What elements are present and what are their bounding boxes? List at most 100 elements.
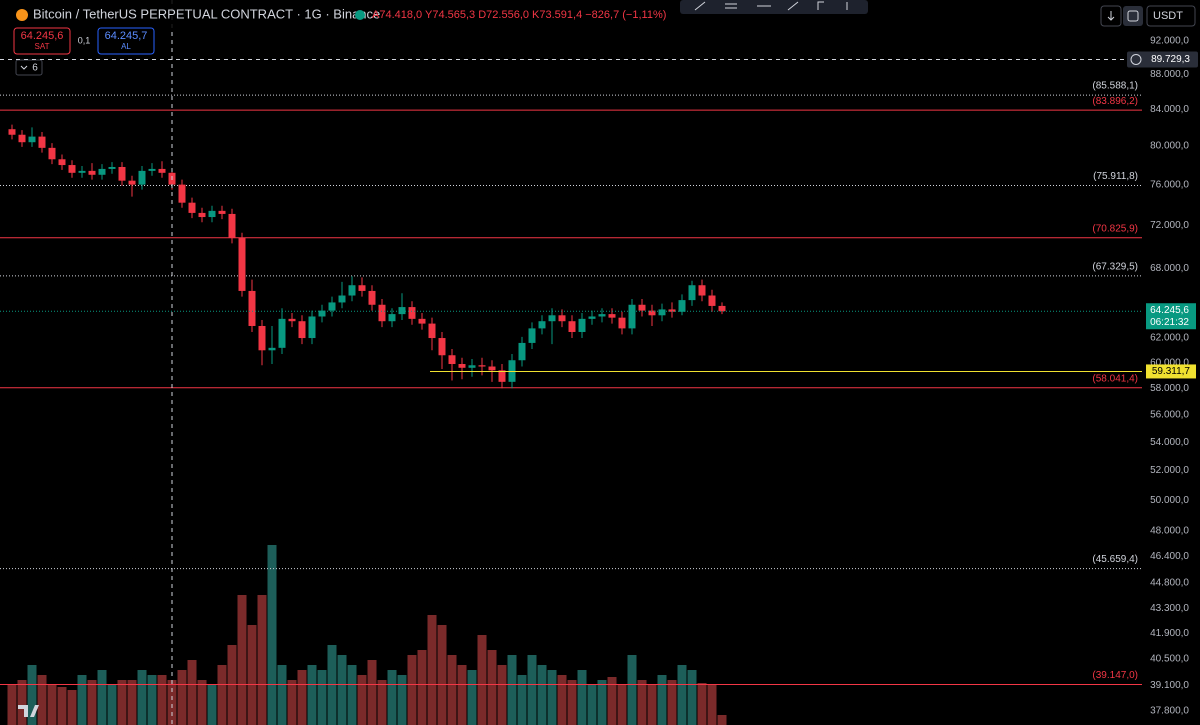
candle-body — [718, 305, 726, 312]
volume-bar — [407, 655, 417, 725]
volume-bar — [427, 615, 437, 725]
candle-body — [378, 304, 386, 322]
candle-body — [278, 318, 286, 348]
sell-button[interactable] — [13, 27, 71, 55]
volume-bar — [317, 670, 327, 725]
candle-body — [338, 295, 346, 303]
currency[interactable]: USDT — [1153, 10, 1183, 22]
y-tick-label: 46.400,0 — [1150, 551, 1189, 562]
candle-body — [448, 355, 456, 365]
volume-bar — [57, 687, 67, 725]
candle-body — [138, 170, 146, 185]
candle-body — [388, 314, 396, 322]
toolbar-icons — [694, 1, 848, 11]
volume-bar — [137, 670, 147, 725]
symbol-title: Bitcoin / TetherUS PERPETUAL CONTRACT · … — [33, 6, 380, 21]
volume-bar — [587, 685, 597, 725]
candle-body — [528, 328, 536, 343]
volume-bar — [717, 715, 727, 725]
candle-body — [488, 366, 496, 371]
indicators-toggle[interactable] — [15, 59, 43, 76]
candle-body — [298, 321, 306, 339]
candle-body — [78, 170, 86, 173]
candle-body — [148, 168, 156, 171]
candle-body — [708, 295, 716, 306]
volume-bar — [687, 670, 697, 725]
volume-bar — [477, 635, 487, 725]
candle-body — [48, 147, 56, 160]
level-label: (39.147,0) — [1092, 670, 1138, 681]
candle-body — [198, 212, 206, 218]
indicators-count[interactable]: 6 — [32, 63, 38, 74]
y-tick-label: 43.300,0 — [1150, 603, 1189, 614]
y-tick-label: 50.000,0 — [1150, 495, 1189, 506]
volume-bar — [147, 675, 157, 725]
volume-bar — [617, 685, 627, 725]
candle-body — [458, 364, 466, 368]
candle-body — [128, 180, 136, 185]
candle-body — [238, 238, 246, 291]
y-tick-label: 44.800,0 — [1150, 578, 1189, 589]
volume-bar — [47, 685, 57, 725]
candle-body — [258, 325, 266, 351]
y-tick-label: 39.100,0 — [1150, 680, 1189, 691]
y-tick-label: 41.900,0 — [1150, 628, 1189, 639]
sell-price[interactable]: 64.245,6 — [21, 30, 64, 42]
candle-body — [218, 210, 226, 214]
volume-bar — [367, 660, 377, 725]
volume-bar — [437, 625, 447, 725]
candle-body — [468, 365, 476, 368]
volume-bar — [107, 685, 117, 725]
volume-bar — [257, 595, 267, 725]
candle-body — [698, 285, 706, 296]
support-label-bg — [1146, 364, 1196, 379]
y-tick-label: 76.000,0 — [1150, 179, 1189, 190]
y-tick-label: 88.000,0 — [1150, 69, 1189, 80]
candle-body — [498, 370, 506, 382]
y-tick-label: 60.000,0 — [1150, 357, 1189, 368]
candle-body — [228, 213, 236, 239]
candle-body — [648, 310, 656, 316]
volume-bar — [467, 670, 477, 725]
status-dot — [355, 10, 365, 20]
y-tick-label: 68.000,0 — [1150, 263, 1189, 274]
buy-label[interactable]: AL — [121, 42, 131, 51]
volume-bar — [567, 680, 577, 725]
screenshot-button[interactable] — [1123, 6, 1143, 26]
y-tick-label: 58.000,0 — [1150, 383, 1189, 394]
volume-bar — [607, 677, 617, 725]
buy-button[interactable] — [97, 27, 155, 55]
volume-bar — [7, 685, 17, 725]
volume-bar — [657, 675, 667, 725]
currency-button[interactable] — [1146, 5, 1196, 27]
candle-body — [158, 168, 166, 173]
volume-bar — [87, 680, 97, 725]
candle-body — [348, 285, 356, 296]
drawing-toolbar — [680, 0, 868, 14]
candle-body — [688, 285, 696, 301]
volume-bar — [677, 665, 687, 725]
y-tick-label: 52.000,0 — [1150, 465, 1189, 476]
level-label: (67.329,5) — [1092, 262, 1138, 273]
volume-bar — [627, 655, 637, 725]
volume-bar — [637, 680, 647, 725]
volume-bar — [667, 680, 677, 725]
candle-body — [428, 323, 436, 339]
crosshair-plus — [1130, 53, 1142, 65]
volume-bar — [347, 665, 357, 725]
level-label: (70.825,9) — [1092, 223, 1138, 234]
candle-body — [268, 347, 276, 351]
arrow-icon — [1107, 11, 1115, 21]
level-label: (45.659,4) — [1092, 554, 1138, 565]
volume-bar — [217, 665, 227, 725]
candle-body — [518, 342, 526, 361]
volume-bar — [17, 680, 27, 725]
candle-body — [408, 307, 416, 319]
sell-label[interactable]: SAT — [35, 42, 50, 51]
buy-price[interactable]: 64.245,7 — [105, 30, 148, 42]
y-tick-label: 56.000,0 — [1150, 409, 1189, 420]
candle-body — [38, 136, 46, 148]
volume-bar — [67, 690, 77, 725]
support-label: 59.311,7 — [1152, 366, 1191, 377]
volume-bar — [157, 675, 167, 725]
